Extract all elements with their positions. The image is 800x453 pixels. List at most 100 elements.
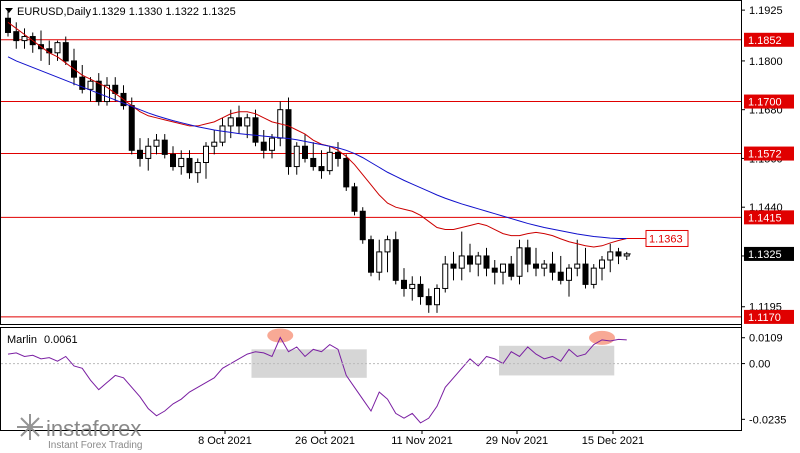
candle-body [582, 263, 589, 285]
indicator-name: Marlin [7, 334, 37, 346]
candle-body [483, 255, 490, 269]
candle-body [434, 287, 440, 306]
candle-body [211, 141, 218, 147]
date-tick-label: 26 Oct 2021 [295, 435, 355, 447]
current-price-box [744, 246, 794, 261]
marlin-oscillator-line [7, 336, 627, 424]
candle-body [79, 76, 86, 90]
candle-body [302, 145, 308, 159]
candle-body [236, 117, 242, 127]
candle-body [467, 255, 473, 265]
candle-body [409, 283, 416, 289]
price-tick-label: 1.1800 [749, 56, 783, 68]
candle-body [21, 36, 28, 42]
candle-body [95, 80, 102, 103]
indicator-value: 0.0061 [44, 334, 78, 346]
candle-body [293, 145, 300, 168]
candle-body [475, 255, 482, 265]
candle-body [401, 279, 407, 289]
date-tick-label: 29 Nov 2021 [486, 435, 548, 447]
candle-body [533, 263, 539, 269]
candle-body [54, 42, 61, 54]
date-tick-label: 15 Dec 2021 [582, 435, 644, 447]
candle-body [186, 157, 193, 174]
level-label-box [744, 94, 794, 109]
date-tick-label: 11 Nov 2021 [391, 435, 453, 447]
candle-body [310, 157, 317, 168]
level-label: 1.1700 [748, 97, 782, 109]
candle-body [392, 239, 399, 281]
candle-body [153, 139, 160, 147]
candle-body [244, 117, 251, 127]
price-tick-label: 1.1925 [749, 5, 783, 17]
candle-body [524, 247, 531, 265]
candle-body [442, 263, 449, 289]
candle-body [161, 139, 168, 155]
candle-body [326, 151, 333, 172]
chart-symbol: EURUSD,Daily [17, 6, 91, 18]
logo-star-icon [17, 414, 43, 440]
watermark-brand: instaforex [46, 416, 141, 441]
candle-body [343, 157, 350, 188]
candle-body [417, 283, 424, 298]
candle-body [87, 80, 94, 90]
ma-label-box [645, 229, 689, 247]
candle-body [5, 17, 11, 33]
candle-body [128, 105, 135, 151]
candle-body [252, 117, 259, 143]
candle-body [335, 151, 341, 159]
candle-body [557, 271, 564, 281]
candle-body [607, 251, 614, 261]
oscillator-tick-label: 0.0109 [749, 333, 783, 345]
candle-body [13, 31, 20, 42]
candle-body [425, 296, 432, 306]
watermark-tagline: Instant Forex Trading [48, 440, 143, 451]
level-label-box [744, 146, 794, 161]
current-price-label: 1.1325 [748, 249, 782, 261]
candle-body [491, 267, 498, 273]
candle-body [450, 263, 457, 269]
candle-body [508, 263, 515, 277]
level-label: 1.1852 [748, 35, 782, 47]
candle-body [615, 251, 622, 257]
candle-body [227, 117, 234, 127]
candle-body [541, 263, 548, 269]
candle-body [368, 239, 374, 273]
candle-body [500, 263, 506, 273]
oscillator-tick-label: 0.00 [749, 359, 770, 371]
candle-body [318, 166, 325, 172]
date-tick-label: 8 Oct 2021 [198, 435, 252, 447]
candle-body [178, 157, 185, 168]
level-label-box [744, 32, 794, 47]
dropdown-triangle-icon[interactable] [5, 8, 13, 13]
level-label: 1.1170 [748, 312, 781, 324]
candle-body [516, 247, 523, 277]
candle-body [574, 263, 581, 269]
candle-body [549, 263, 556, 273]
candle-body [458, 255, 465, 269]
level-label: 1.1415 [748, 212, 782, 224]
candle-body [376, 251, 383, 273]
candle-body [351, 186, 358, 212]
fast-moving-average-line [7, 21, 627, 248]
candle-body [566, 267, 572, 281]
candle-body [359, 210, 366, 241]
candle-body [590, 267, 597, 285]
oscillator-tick-label: -0.0235 [749, 414, 786, 426]
oscillator-peak-highlight [267, 328, 294, 343]
level-label: 1.1572 [748, 149, 782, 161]
candle-body [145, 145, 152, 159]
oscillator-range-box [499, 345, 615, 376]
candle-body [170, 153, 176, 168]
candle-body [104, 84, 110, 103]
level-label-box [744, 309, 794, 324]
candle-body [203, 145, 209, 164]
oscillator-peak-highlight [589, 330, 615, 345]
candle-body [194, 162, 201, 174]
candle-body [137, 149, 143, 159]
candle-body [62, 42, 69, 62]
ma-label-value: 1.1363 [649, 233, 683, 245]
slow-moving-average-line [7, 56, 627, 239]
instaforex-logo: instaforex Instant Forex Trading [17, 414, 143, 451]
